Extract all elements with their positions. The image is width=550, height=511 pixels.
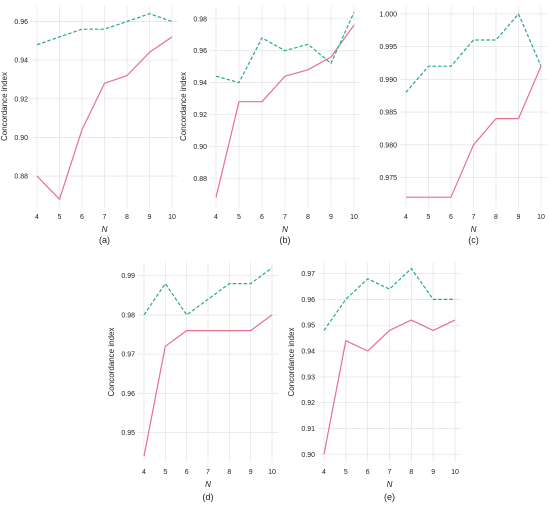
x-axis-label: N bbox=[471, 225, 477, 234]
x-tick-label: 4 bbox=[214, 214, 218, 221]
series-line-dashed bbox=[143, 267, 273, 316]
x-axis-label: N bbox=[102, 225, 108, 234]
x-tick-label: 4 bbox=[404, 214, 408, 221]
series-line-solid bbox=[36, 36, 173, 200]
y-tick-label: 0.95 bbox=[121, 430, 135, 437]
x-tick-label: 10 bbox=[451, 469, 459, 476]
x-tick-label: 9 bbox=[431, 469, 435, 476]
x-axis-label: N bbox=[205, 480, 211, 489]
x-tick-label: 8 bbox=[494, 214, 498, 221]
series-line-solid bbox=[143, 314, 273, 457]
x-tick-label: 5 bbox=[163, 469, 167, 476]
y-tick-label: 0.90 bbox=[14, 135, 28, 142]
y-tick-label: 0.94 bbox=[301, 349, 315, 356]
x-tick-label: 7 bbox=[103, 214, 107, 221]
panel-label: (c) bbox=[468, 235, 479, 245]
series-line-dashed bbox=[215, 12, 355, 84]
y-tick-label: 0.990 bbox=[379, 77, 397, 84]
series-line-solid bbox=[323, 319, 456, 455]
x-tick-label: 7 bbox=[388, 469, 392, 476]
y-tick-label: 0.96 bbox=[193, 48, 207, 55]
y-axis-label: Concordance index bbox=[107, 328, 116, 397]
series-line-solid bbox=[406, 65, 542, 198]
y-tick-label: 0.97 bbox=[301, 271, 315, 278]
x-tick-label: 8 bbox=[306, 214, 310, 221]
y-tick-label: 0.92 bbox=[14, 96, 28, 103]
x-tick-label: 7 bbox=[472, 214, 476, 221]
y-tick-label: 0.88 bbox=[193, 176, 207, 183]
x-tick-label: 5 bbox=[427, 214, 431, 221]
y-tick-label: 0.96 bbox=[121, 391, 135, 398]
series-line-dashed bbox=[323, 267, 455, 331]
panel-label: (a) bbox=[99, 235, 110, 245]
x-tick-label: 6 bbox=[185, 469, 189, 476]
series-line-solid bbox=[215, 24, 355, 198]
y-tick-label: 0.94 bbox=[193, 80, 207, 87]
y-axis-label: Concordance index bbox=[287, 328, 296, 397]
chart-panel-4: 0.90 0.91 0.92 0.93 0.94 0.95 0.96 0.97 4 5 6 7 8 9 10… bbox=[287, 262, 461, 502]
y-axis-label: Concordance index bbox=[0, 72, 9, 141]
x-tick-label: 4 bbox=[35, 214, 39, 221]
panel-label: (e) bbox=[384, 492, 395, 502]
y-tick-label: 0.94 bbox=[14, 58, 28, 65]
x-tick-label: 6 bbox=[260, 214, 264, 221]
x-tick-label: 9 bbox=[148, 214, 152, 221]
x-tick-label: 8 bbox=[227, 469, 231, 476]
x-tick-label: 7 bbox=[206, 469, 210, 476]
x-tick-label: 6 bbox=[80, 214, 84, 221]
x-tick-label: 5 bbox=[344, 469, 348, 476]
series-line-dashed bbox=[36, 13, 173, 46]
x-axis-label: N bbox=[282, 225, 288, 234]
x-tick-label: 6 bbox=[366, 469, 370, 476]
panel-label: (d) bbox=[203, 492, 214, 502]
y-tick-label: 0.980 bbox=[379, 142, 397, 149]
y-tick-label: 0.96 bbox=[301, 297, 315, 304]
y-tick-label: 0.88 bbox=[14, 174, 28, 181]
y-tick-label: 0.995 bbox=[379, 44, 397, 51]
chart-panel-3: 0.95 0.96 0.97 0.98 0.99 4 5 6 7 8 9 10 N Concordance… bbox=[107, 262, 278, 502]
y-tick-label: 0.90 bbox=[193, 144, 207, 151]
x-tick-label: 7 bbox=[283, 214, 287, 221]
y-tick-label: 0.91 bbox=[301, 426, 315, 433]
panel-label: (b) bbox=[280, 235, 291, 245]
chart-panel-0: 0.88 0.90 0.92 0.94 0.96 4 5 6 7 8 9 10 N Concordance… bbox=[0, 6, 178, 245]
y-tick-label: 0.90 bbox=[301, 452, 315, 459]
y-tick-label: 0.975 bbox=[379, 175, 397, 182]
x-tick-label: 9 bbox=[249, 469, 253, 476]
x-tick-label: 6 bbox=[449, 214, 453, 221]
y-tick-label: 0.92 bbox=[193, 112, 207, 119]
x-axis-label: N bbox=[387, 480, 393, 489]
y-tick-label: 1.000 bbox=[379, 11, 397, 18]
y-tick-label: 0.95 bbox=[301, 323, 315, 330]
series-line-dashed bbox=[405, 13, 542, 93]
x-tick-label: 10 bbox=[168, 214, 176, 221]
x-tick-label: 8 bbox=[125, 214, 129, 221]
chart-panel-2: 0.975 0.980 0.985 0.990 0.995 1.000 4 5 6 7 8 9 10 N(… bbox=[379, 6, 547, 245]
x-tick-label: 10 bbox=[350, 214, 358, 221]
x-tick-label: 8 bbox=[409, 469, 413, 476]
x-tick-label: 10 bbox=[268, 469, 276, 476]
x-tick-label: 9 bbox=[517, 214, 521, 221]
x-tick-label: 5 bbox=[237, 214, 241, 221]
y-tick-label: 0.99 bbox=[121, 273, 135, 280]
x-tick-label: 4 bbox=[142, 469, 146, 476]
x-tick-label: 5 bbox=[58, 214, 62, 221]
x-tick-label: 10 bbox=[537, 214, 545, 221]
y-tick-label: 0.93 bbox=[301, 374, 315, 381]
chart-panel-1: 0.88 0.90 0.92 0.94 0.96 0.98 4 5 6 7 8 9 10 N Concord… bbox=[179, 6, 360, 245]
y-tick-label: 0.98 bbox=[193, 16, 207, 23]
y-tick-label: 0.985 bbox=[379, 110, 397, 117]
y-tick-label: 0.97 bbox=[121, 352, 135, 359]
y-tick-label: 0.96 bbox=[14, 19, 28, 26]
y-tick-label: 0.92 bbox=[301, 400, 315, 407]
y-tick-label: 0.98 bbox=[121, 312, 135, 319]
x-tick-label: 9 bbox=[329, 214, 333, 221]
y-axis-label: Concordance index bbox=[179, 72, 188, 141]
x-tick-label: 4 bbox=[322, 469, 326, 476]
